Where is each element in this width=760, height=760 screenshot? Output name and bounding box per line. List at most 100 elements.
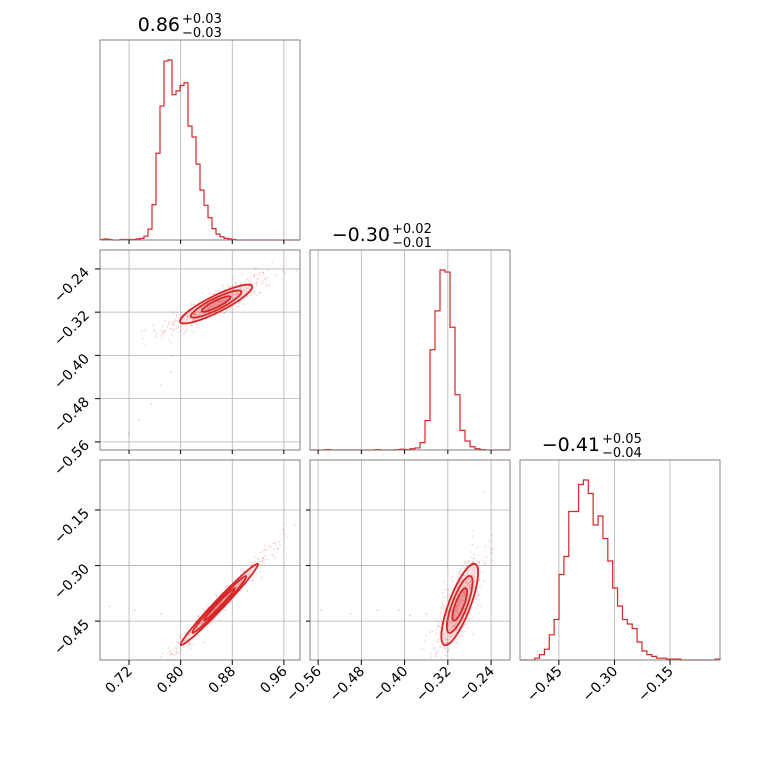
scatter-point: [430, 652, 433, 655]
scatter-point: [263, 559, 266, 561]
scatter-point: [202, 609, 205, 612]
scatter-point: [258, 271, 261, 274]
scatter-point: [466, 581, 469, 584]
scatter-point: [225, 585, 228, 588]
scatter-point: [216, 303, 219, 306]
scatter-point: [163, 330, 166, 333]
scatter-point: [459, 607, 462, 610]
panel-frame-1-0: [99, 249, 301, 451]
scatter-point: [249, 276, 252, 279]
scatter-point: [202, 621, 204, 624]
scatter-point: [261, 560, 264, 563]
scatter-point: [264, 549, 267, 551]
scatter-point: [445, 654, 448, 657]
scatter-point: [191, 323, 193, 326]
scatter-point: [433, 668, 435, 670]
scatter-point: [463, 567, 466, 570]
scatter-point: [144, 674, 146, 676]
scatter-outlier: [160, 384, 163, 387]
scatter-point: [443, 647, 446, 649]
scatter-point: [154, 672, 156, 674]
scatter-point: [218, 313, 220, 316]
scatter-point: [260, 576, 263, 579]
scatter-point: [176, 651, 179, 653]
scatter-point: [262, 271, 265, 274]
scatter-point: [243, 303, 246, 306]
scatter-point: [192, 319, 195, 322]
scatter-point: [473, 579, 476, 581]
scatter-point: [266, 558, 269, 561]
scatter-point: [463, 585, 466, 588]
scatter-point: [251, 579, 254, 582]
scatter-point: [183, 332, 185, 335]
scatter-point: [213, 303, 215, 305]
scatter-point: [421, 648, 424, 651]
scatter-point: [256, 278, 259, 281]
scatter-point: [195, 314, 198, 317]
y-tick-label-1: −0.56: [51, 437, 93, 479]
contour-level-0: [440, 562, 480, 647]
scatter-point: [179, 635, 182, 638]
scatter-point: [464, 623, 466, 626]
scatter-point: [210, 621, 213, 624]
panel-title-median-0: 0.86: [138, 14, 180, 36]
scatter-point: [192, 303, 195, 306]
scatter-point: [267, 276, 270, 279]
scatter-point: [226, 286, 229, 289]
scatter-point: [252, 561, 255, 564]
scatter-point: [267, 545, 270, 548]
scatter-point: [225, 608, 228, 611]
scatter-point: [187, 633, 190, 636]
scatter-point: [193, 313, 196, 316]
scatter-point: [186, 645, 189, 648]
scatter-point: [464, 560, 467, 563]
scatter-point: [234, 282, 237, 285]
scatter-point: [194, 312, 196, 315]
scatter-point: [217, 303, 220, 306]
scatter-point: [170, 341, 172, 344]
panel-title-median-1: −0.30: [332, 224, 390, 246]
histogram-step-0: [99, 59, 300, 241]
scatter-point: [160, 655, 162, 658]
scatter-point: [457, 612, 460, 615]
scatter-point: [143, 343, 146, 346]
scatter-point: [455, 605, 458, 608]
scatter-point: [156, 669, 158, 671]
scatter-point: [261, 557, 264, 560]
scatter-point: [234, 281, 237, 284]
scatter-point: [441, 591, 444, 594]
scatter-point: [471, 543, 474, 546]
scatter-point: [181, 633, 184, 636]
scatter-point: [472, 557, 475, 560]
scatter-point: [446, 650, 449, 653]
scatter-point: [171, 334, 173, 337]
scatter-point: [427, 667, 429, 669]
scatter-point: [244, 584, 247, 587]
scatter-point: [436, 640, 439, 643]
scatter-point: [449, 636, 452, 638]
scatter-point: [442, 596, 444, 598]
scatter-point: [430, 656, 433, 659]
scatter-point: [459, 581, 462, 583]
scatter-point: [264, 282, 267, 285]
scatter-point: [474, 608, 477, 611]
scatter-point: [221, 299, 224, 302]
scatter-point: [213, 607, 216, 610]
scatter-point: [253, 560, 256, 563]
scatter-point: [242, 293, 245, 296]
scatter-point: [425, 634, 428, 637]
scatter-point: [187, 634, 190, 637]
scatter-point: [193, 313, 196, 316]
scatter-point: [447, 649, 450, 651]
scatter-point: [214, 303, 217, 305]
scatter-point: [189, 647, 192, 650]
scatter-point: [228, 285, 231, 288]
scatter-point: [271, 555, 274, 557]
scatter-point: [246, 572, 249, 575]
scatter-point: [218, 618, 221, 621]
scatter-point: [255, 282, 257, 285]
scatter-point: [464, 593, 467, 596]
scatter-point: [472, 633, 475, 636]
x-tick-label-1: −0.48: [327, 664, 369, 706]
scatter-point: [243, 569, 245, 572]
